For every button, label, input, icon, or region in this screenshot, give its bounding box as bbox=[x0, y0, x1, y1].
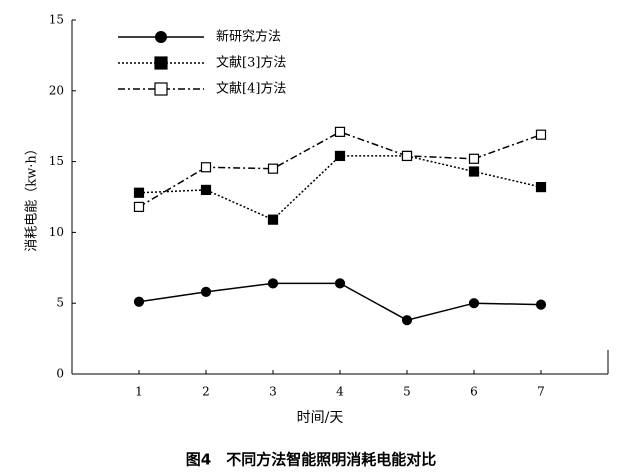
series-line bbox=[138, 131, 542, 208]
point bbox=[267, 278, 279, 289]
x-tick-label: 4 bbox=[336, 385, 344, 399]
point bbox=[200, 184, 212, 196]
point bbox=[200, 162, 212, 173]
legend-marker bbox=[155, 31, 167, 43]
point bbox=[133, 296, 145, 307]
caption: 图4 不同方法智能照明消耗电能对比 bbox=[186, 451, 436, 469]
series-line bbox=[138, 282, 542, 321]
y-tick-label: 10 bbox=[49, 225, 64, 239]
point bbox=[468, 298, 480, 309]
x-axis-label: 时间/天 bbox=[297, 410, 344, 426]
x-tick-label: 5 bbox=[403, 385, 411, 399]
point bbox=[334, 150, 346, 162]
point bbox=[267, 163, 279, 174]
legend-marker bbox=[154, 56, 168, 70]
legend-marker bbox=[154, 82, 168, 96]
point bbox=[133, 201, 145, 213]
point bbox=[468, 166, 480, 177]
point bbox=[133, 187, 145, 198]
x-tick-label: 6 bbox=[470, 385, 478, 399]
point bbox=[535, 181, 547, 193]
series-line bbox=[138, 155, 542, 221]
y-tick-label: 5 bbox=[56, 296, 64, 310]
x-tick-label: 2 bbox=[202, 385, 210, 399]
legend-label: 文献[4]方法 bbox=[216, 81, 286, 97]
legend-label: 文献[3]方法 bbox=[216, 55, 286, 71]
x-tick-label: 3 bbox=[269, 385, 277, 399]
point bbox=[401, 150, 413, 162]
y-tick-label: 15 bbox=[49, 154, 64, 168]
point bbox=[334, 126, 346, 137]
y-tick-label: 20 bbox=[49, 83, 64, 97]
y-tick-label: 15 bbox=[49, 13, 64, 27]
point bbox=[200, 286, 212, 297]
x-tick-label: 1 bbox=[135, 385, 143, 399]
point bbox=[468, 153, 480, 164]
y-tick-label: 0 bbox=[56, 367, 64, 381]
y-axis-label: 消耗电能（kw·h） bbox=[25, 142, 40, 252]
point bbox=[334, 278, 346, 289]
point bbox=[267, 214, 279, 225]
point bbox=[401, 315, 413, 326]
x-tick-label: 7 bbox=[537, 385, 545, 399]
legend-label: 新研究方法 bbox=[216, 29, 281, 45]
point bbox=[535, 129, 547, 140]
point bbox=[535, 299, 547, 310]
